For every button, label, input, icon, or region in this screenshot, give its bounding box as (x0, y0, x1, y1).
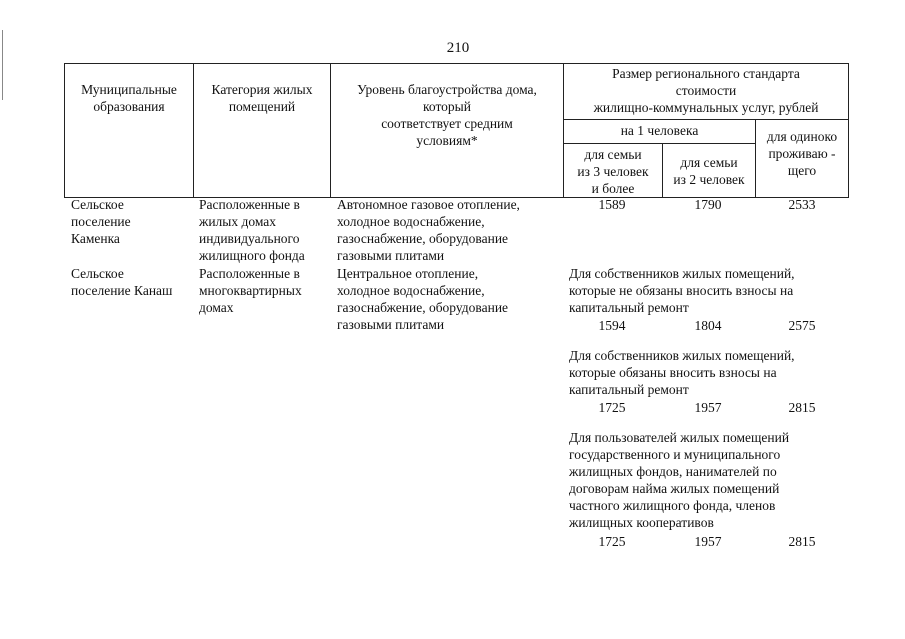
page-number: 210 (446, 40, 470, 56)
header-text: Уровень благоустройства дома, (357, 82, 537, 97)
value-family3: 1725 (598, 400, 626, 415)
cell-text: Сельское (71, 197, 124, 212)
tenant-block: Для пользователей жилых помещений госуда… (569, 429, 789, 531)
cell-text: газоснабжение, оборудование (337, 300, 509, 315)
cell-text: газовыми плитами (337, 248, 445, 263)
cell-text: поселение (71, 214, 131, 229)
cell-text: Автономное газовое отопление, (337, 197, 520, 212)
cell-text: жилищного фонда (199, 248, 305, 263)
header-text: для семьи (680, 155, 738, 170)
note-text: жилищных кооперативов (569, 515, 714, 530)
header-text: для одиноко (766, 129, 838, 144)
cell-text: Центральное отопление, (337, 266, 479, 281)
note-text: Для собственников жилых помещений, (569, 348, 795, 363)
header-family3: для семьи из 3 человек и более (564, 146, 662, 197)
header-text: и более (591, 181, 635, 196)
header-text: стоимости (675, 83, 737, 98)
note-text: жилищных фондов, нанимателей по (569, 464, 777, 479)
cell-text: многоквартирных (199, 283, 302, 298)
note-text: Для собственников жилых помещений, (569, 266, 795, 281)
header-text: Размер регионального стандарта (612, 66, 800, 81)
amenities-cell: Центральное отопление, холодное водоснаб… (337, 265, 508, 333)
header-text: Категория жилых (211, 82, 313, 97)
municipality-cell: Сельское поселение Каменка (71, 196, 131, 247)
header-text: Муниципальные (81, 82, 177, 97)
header-text: проживаю - (768, 146, 836, 161)
value-family3: 1589 (598, 197, 626, 212)
value-family2: 1790 (694, 197, 722, 212)
cell-text: Сельское (71, 266, 124, 281)
value-single: 2575 (788, 318, 816, 333)
note-text: капитальный ремонт (569, 382, 689, 397)
cell-text: холодное водоснабжение, (337, 214, 485, 229)
note-text: которые обязаны вносить взносы на (569, 365, 777, 380)
header-text: помещений (228, 99, 296, 114)
header-text: который (423, 99, 471, 114)
value-family2: 1804 (694, 318, 722, 333)
header-text: для семьи (584, 147, 642, 162)
amenities-cell: Автономное газовое отопление, холодное в… (337, 196, 520, 264)
header-municipality: Муниципальные образования (65, 81, 193, 115)
cell-text: индивидуального (199, 231, 300, 246)
value-single: 2533 (788, 197, 816, 212)
category-cell: Расположенные в жилых домах индивидуальн… (199, 196, 305, 264)
header-amenities: Уровень благоустройства дома, который со… (331, 81, 563, 149)
cell-text: холодное водоснабжение, (337, 283, 485, 298)
cell-text: газоснабжение, оборудование (337, 231, 509, 246)
note-text: частного жилищного фонда, членов (569, 498, 776, 513)
cell-text: газовыми плитами (337, 317, 445, 332)
cell-text: Расположенные в (199, 266, 300, 281)
value-single: 2815 (788, 400, 816, 415)
header-text: образования (93, 99, 165, 114)
note-text: государственного и муниципального (569, 447, 781, 462)
value-family3: 1725 (598, 534, 626, 549)
owner-block-repair-fee: Для собственников жилых помещений, котор… (569, 347, 795, 398)
header-standard-size: Размер регионального стандарта стоимости… (564, 65, 848, 116)
cell-text: домах (199, 300, 234, 315)
header-text: соответствует средним (381, 116, 513, 131)
note-text: Для пользователей жилых помещений (569, 430, 790, 445)
cell-text: жилых домах (199, 214, 277, 229)
scan-edge-mark (2, 30, 3, 100)
value-family2: 1957 (694, 400, 722, 415)
note-text: капитальный ремонт (569, 300, 689, 315)
header-family2: для семьи из 2 человек (663, 154, 755, 188)
note-text: договорам найма жилых помещений (569, 481, 780, 496)
header-single: для одиноко проживаю - щего (756, 128, 848, 179)
header-text: щего (787, 163, 817, 178)
header-text: жилищно-коммунальных услуг, рублей (593, 100, 819, 115)
header-per-person: на 1 человека (620, 123, 699, 138)
header-category: Категория жилых помещений (194, 81, 330, 115)
category-cell: Расположенные в многоквартирных домах (199, 265, 302, 316)
cell-text: поселение Канаш (71, 283, 173, 298)
municipality-cell: Сельское поселение Канаш (71, 265, 172, 299)
value-single: 2815 (788, 534, 816, 549)
value-family2: 1957 (694, 534, 722, 549)
header-text: из 2 человек (673, 172, 745, 187)
note-text: которые не обязаны вносить взносы на (569, 283, 794, 298)
header-text: из 3 человек (577, 164, 649, 179)
header-text: условиям* (416, 133, 478, 148)
cell-text: Расположенные в (199, 197, 300, 212)
value-family3: 1594 (598, 318, 626, 333)
owner-block-no-repair-fee: Для собственников жилых помещений, котор… (569, 265, 795, 316)
cell-text: Каменка (71, 231, 120, 246)
